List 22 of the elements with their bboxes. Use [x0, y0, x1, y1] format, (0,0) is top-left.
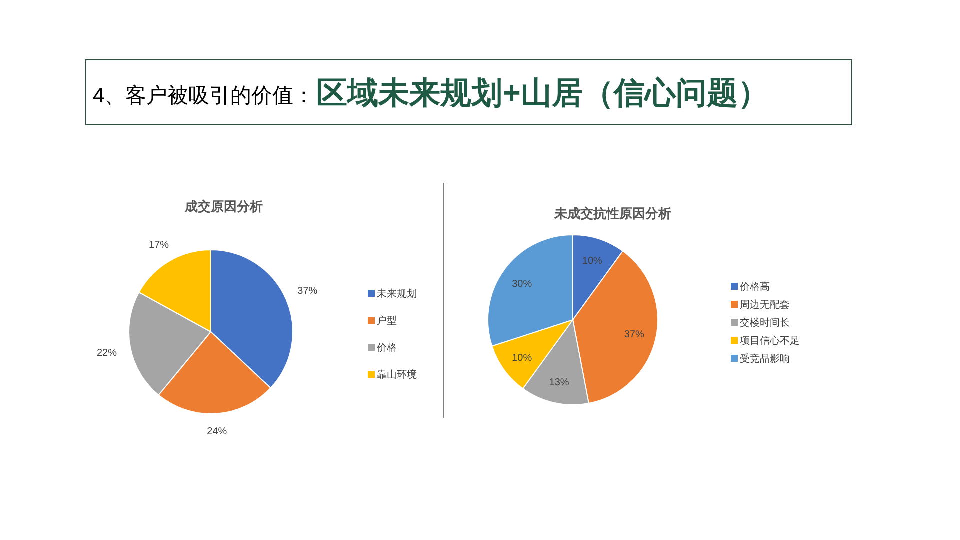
text: 4、客户被吸引的价值：: [93, 84, 315, 108]
data-label: 30%: [512, 279, 532, 290]
legend-label: 户型: [377, 315, 397, 327]
chart-title: 成交原因分析: [184, 199, 263, 214]
data-label: 10%: [582, 256, 603, 268]
legend-label: 靠山环境: [377, 369, 417, 381]
legend-label: 交楼时间长: [740, 317, 790, 329]
chart-title: 未成交抗性原因分析: [554, 206, 672, 221]
legend-label: 受竞品影响: [740, 353, 790, 365]
legend-label: 项目信心不足: [740, 335, 800, 347]
data-label: 13%: [549, 377, 570, 388]
data-label: 22%: [97, 348, 118, 359]
data-label: 10%: [512, 352, 532, 364]
legend-label: 未来规划: [377, 288, 417, 300]
legend-label: 价格高: [739, 281, 770, 293]
data-label: 37%: [298, 286, 318, 298]
text: 区域未来规划+山居（信心问题）: [316, 76, 769, 110]
data-label: 24%: [207, 426, 228, 438]
data-label: 37%: [624, 330, 644, 341]
legend-label: 周边无配套: [740, 299, 790, 311]
data-label: 17%: [149, 240, 170, 252]
legend-label: 价格: [376, 342, 397, 354]
